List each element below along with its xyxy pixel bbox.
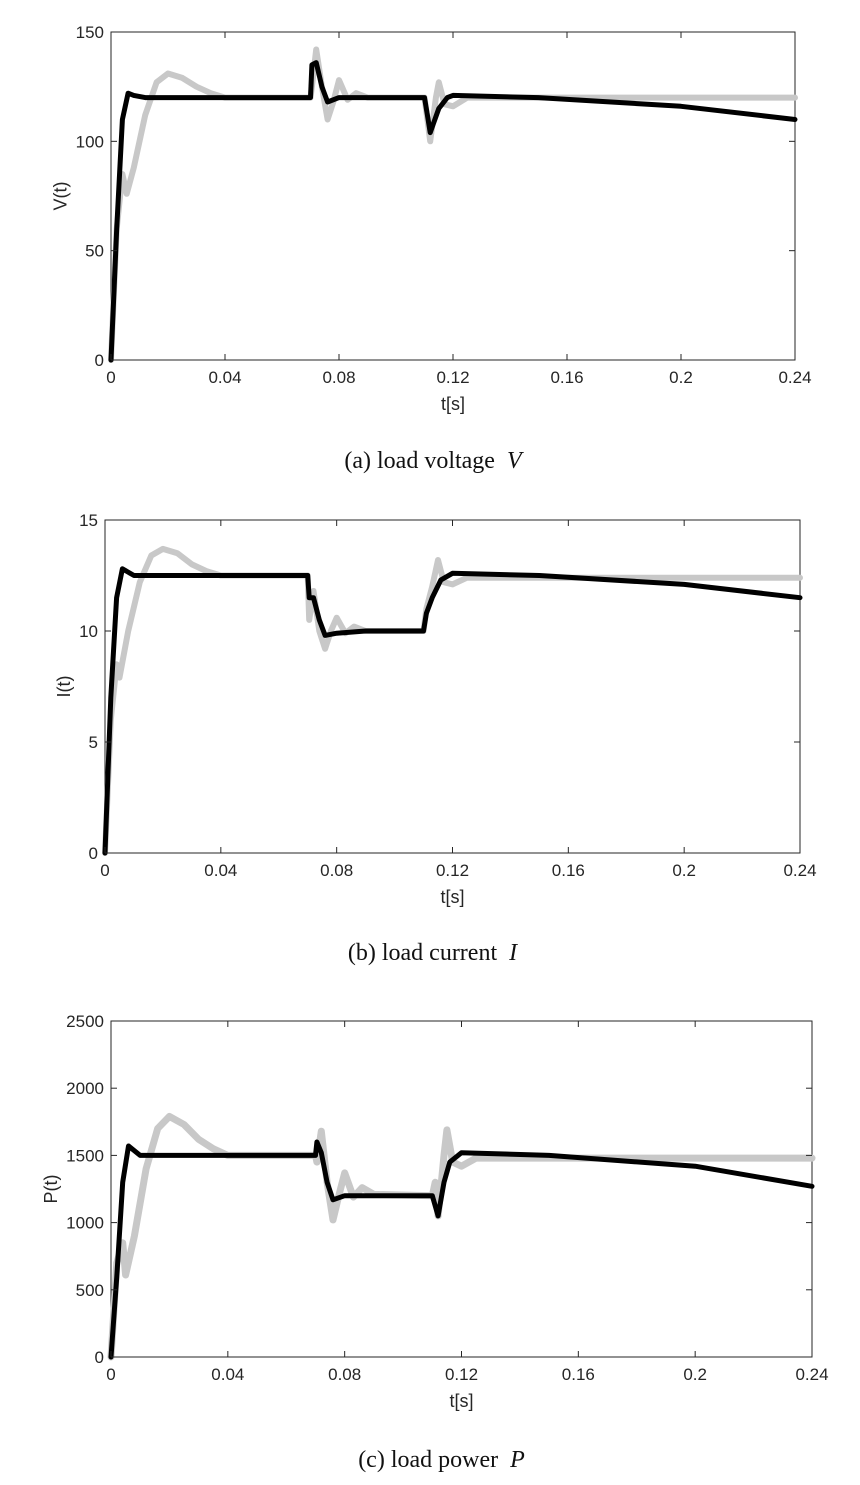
caption-text: (c) load power: [358, 1447, 504, 1473]
x-tick-label: 0.2: [672, 861, 696, 880]
x-tick-label: 0.16: [552, 861, 585, 880]
y-tick-label: 0: [95, 351, 104, 370]
x-axis-label: t[s]: [440, 887, 464, 907]
y-tick-label: 150: [76, 23, 104, 42]
series-line-black: [102, 566, 803, 856]
x-tick-label: 0.2: [683, 1365, 707, 1384]
x-tick-label: 0: [106, 1365, 115, 1384]
y-tick-label: 50: [85, 242, 104, 261]
x-tick-label: 0.12: [436, 368, 469, 387]
x-tick-label: 0.16: [562, 1365, 595, 1384]
caption-variable: V: [507, 448, 524, 474]
x-tick-label: 0.08: [328, 1365, 361, 1384]
y-axis-label: V(t): [51, 182, 71, 211]
y-axis-label: I(t): [54, 676, 74, 698]
y-tick-label: 1000: [66, 1214, 104, 1233]
x-tick-label: 0: [106, 368, 115, 387]
axes-box: [110, 1020, 813, 1358]
y-tick-label: 1500: [66, 1146, 104, 1165]
y-tick-label: 100: [76, 132, 104, 151]
series-line-gray: [102, 545, 803, 856]
subplot-caption: (b) load current I: [348, 940, 518, 966]
x-tick-label: 0.16: [550, 368, 583, 387]
x-tick-label: 0.24: [783, 861, 816, 880]
x-tick-label: 0.24: [795, 1365, 828, 1384]
y-tick-label: 0: [89, 844, 98, 863]
series-line-black: [108, 1139, 815, 1360]
x-tick-label: 0.04: [208, 368, 241, 387]
y-tick-label: 5: [89, 733, 98, 752]
x-tick-label: 0.24: [778, 368, 811, 387]
x-axis-label: t[s]: [449, 1391, 473, 1411]
subplot-a: 0 0.04 0.08 0.12 0.16 0.2 0.24 0 50 100 150 t[s] V(t…: [51, 23, 812, 474]
x-tick-label: 0.12: [445, 1365, 478, 1384]
x-axis-label: t[s]: [441, 394, 465, 414]
x-tick-label: 0: [100, 861, 109, 880]
y-tick-label: 2000: [66, 1079, 104, 1098]
x-tick-label: 0.04: [204, 861, 237, 880]
y-tick-label: 15: [79, 511, 98, 530]
x-tick-label: 0.2: [669, 368, 693, 387]
y-axis-label: P(t): [41, 1175, 61, 1204]
caption-text: (b) load current: [348, 940, 503, 966]
subplot-caption: (a) load voltage V: [344, 448, 524, 474]
x-tick-label: 0.08: [320, 861, 353, 880]
caption-variable: P: [509, 1447, 525, 1473]
x-tick-label: 0.08: [322, 368, 355, 387]
subplot-c: 0 0.04 0.08 0.12 0.16 0.2 0.24 0 500 1000 1500 2000…: [41, 1012, 829, 1473]
series-line-black: [108, 60, 798, 363]
y-tick-label: 2500: [66, 1012, 104, 1031]
x-tick-label: 0.04: [211, 1365, 244, 1384]
subplot-caption: (c) load power P: [358, 1447, 525, 1473]
caption-text: (a) load voltage: [344, 448, 501, 474]
y-tick-label: 0: [95, 1348, 104, 1367]
subplot-b: 0 0.04 0.08 0.12 0.16 0.2 0.24 0 5 10 15 t[s] I(t) (b…: [54, 511, 817, 966]
axes-box: [110, 31, 796, 361]
y-tick-label: 10: [79, 622, 98, 641]
caption-variable: I: [508, 940, 518, 966]
y-tick-label: 500: [76, 1281, 104, 1300]
x-tick-label: 0.12: [436, 861, 469, 880]
